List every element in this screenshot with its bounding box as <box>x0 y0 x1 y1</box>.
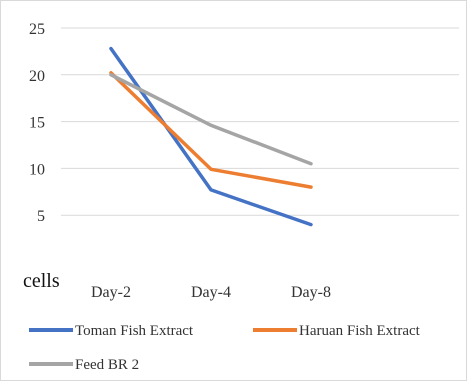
y-tick-label: 20 <box>29 68 45 85</box>
series-line-1 <box>109 46 313 227</box>
legend-label-3: Feed BR 2 <box>75 357 139 373</box>
y-tick-label: 15 <box>29 115 45 132</box>
y-tick-label: 10 <box>29 161 45 178</box>
series-line-2 <box>109 71 313 189</box>
y-tick-label: 25 <box>29 21 45 38</box>
x-tick-label: Day-8 <box>291 284 331 301</box>
y-tick-labels: 5 10 15 20 25 <box>29 21 45 225</box>
x-tick-label: Day-2 <box>91 284 131 301</box>
gridlines <box>61 27 459 216</box>
legend-label-2: Haruan Fish Extract <box>299 323 421 339</box>
y-tick-label: 5 <box>37 208 45 225</box>
series-lines <box>109 46 313 227</box>
legend: Toman Fish Extract Haruan Fish Extract Fee… <box>29 323 421 373</box>
y-axis-label: cells <box>23 270 60 292</box>
series-line-3 <box>109 73 313 166</box>
x-tick-labels: Day-2 Day-4 Day-8 <box>91 284 331 301</box>
x-tick-label: Day-4 <box>191 284 231 301</box>
legend-label-1: Toman Fish Extract <box>75 323 194 339</box>
